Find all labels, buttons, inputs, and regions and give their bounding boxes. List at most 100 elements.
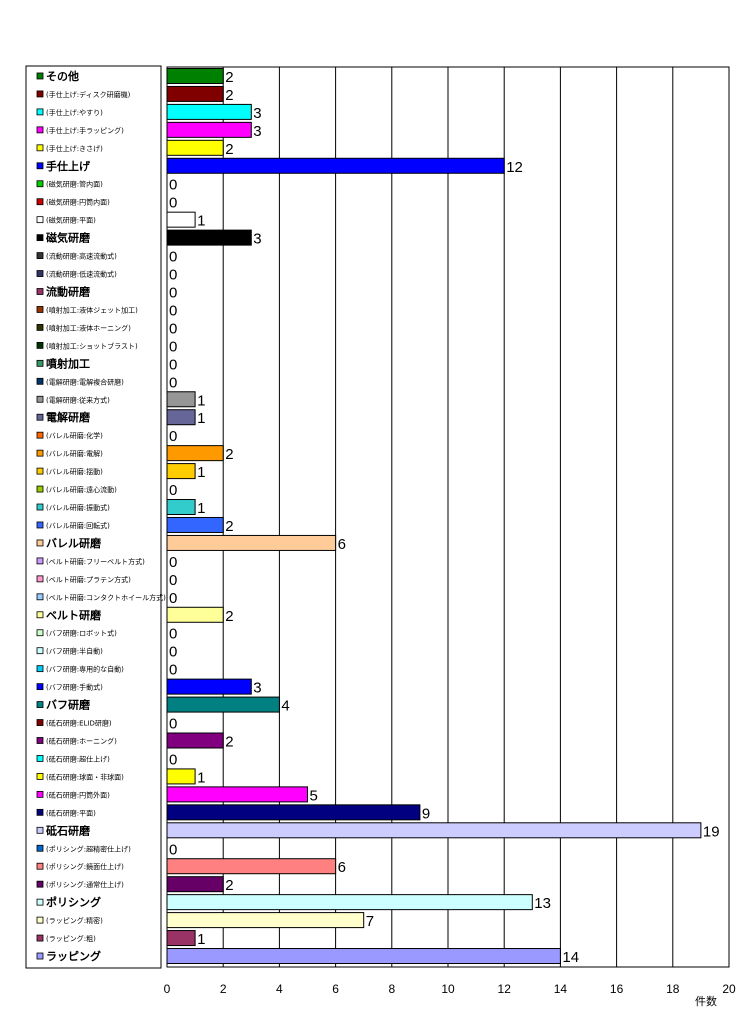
value-label: 3 bbox=[253, 680, 261, 697]
legend-swatch bbox=[36, 413, 44, 421]
legend-swatch bbox=[36, 180, 44, 188]
legend-label: (バフ研磨:ロボット式) bbox=[46, 629, 117, 638]
legend-swatch bbox=[36, 431, 44, 439]
legend-swatch bbox=[36, 773, 44, 780]
legend-swatch bbox=[36, 880, 44, 888]
bar bbox=[166, 534, 337, 551]
bar bbox=[166, 85, 224, 102]
bar bbox=[166, 912, 365, 929]
x-tick-label: 4 bbox=[276, 982, 283, 996]
legend-label: その他 bbox=[46, 69, 79, 83]
bar bbox=[166, 409, 196, 426]
legend-label: (手仕上げ:やすり) bbox=[46, 108, 103, 117]
value-label: 0 bbox=[169, 572, 177, 589]
legend-label: ラッピング bbox=[46, 949, 101, 963]
legend-swatch bbox=[36, 270, 44, 277]
legend-swatch bbox=[36, 629, 44, 637]
legend-swatch bbox=[36, 665, 44, 673]
legend-swatch bbox=[36, 808, 44, 816]
x-axis-label: 件数 bbox=[695, 995, 717, 1008]
legend-box bbox=[25, 65, 162, 969]
value-label: 2 bbox=[225, 877, 233, 894]
value-label: 0 bbox=[169, 644, 177, 661]
x-tick-label: 2 bbox=[220, 982, 227, 996]
x-tick-label: 12 bbox=[498, 982, 512, 996]
legend-swatch bbox=[36, 898, 44, 906]
legend-label: (砥石研磨:超仕上げ) bbox=[46, 754, 110, 763]
legend-swatch bbox=[36, 126, 44, 134]
value-label: 0 bbox=[169, 285, 177, 302]
legend-swatch bbox=[36, 288, 44, 295]
bar bbox=[166, 696, 280, 713]
legend-label: ベルト研磨 bbox=[46, 608, 102, 622]
x-tick-label: 0 bbox=[164, 982, 171, 996]
bar bbox=[166, 768, 196, 785]
legend-label: (電解研磨:電解複合研磨) bbox=[46, 377, 124, 386]
legend-swatch bbox=[36, 701, 44, 708]
legend-label: (噴射加工:液体ジェット加工) bbox=[46, 305, 138, 314]
value-label: 3 bbox=[253, 231, 261, 248]
value-label: 0 bbox=[169, 356, 177, 373]
legend-swatch bbox=[36, 683, 44, 691]
legend-swatch bbox=[36, 324, 44, 331]
legend-label: (バレル研磨:化学) bbox=[46, 431, 103, 440]
x-tick-label: 20 bbox=[722, 982, 736, 996]
legend-label: (手仕上げ:手ラッピング) bbox=[46, 126, 124, 135]
legend-label: 流動研磨 bbox=[46, 285, 91, 299]
legend-swatch bbox=[36, 198, 44, 206]
legend-label: (砥石研磨:平面) bbox=[46, 808, 96, 817]
legend-label: バフ研磨 bbox=[46, 698, 91, 712]
legend-label: (流動研磨:高速流動式) bbox=[46, 252, 117, 261]
legend-label: (電解研磨:従来方式) bbox=[46, 395, 110, 404]
legend-label: (ラッピング:精密) bbox=[46, 916, 103, 925]
legend-swatch bbox=[36, 647, 44, 655]
value-label: 1 bbox=[197, 213, 205, 230]
legend-label: (砥石研磨:球面・非球面) bbox=[46, 772, 124, 781]
legend-swatch bbox=[36, 575, 44, 583]
legend-swatch bbox=[36, 377, 44, 385]
bar bbox=[166, 732, 224, 749]
value-label: 1 bbox=[197, 464, 205, 481]
legend-swatch bbox=[36, 952, 44, 960]
value-label: 0 bbox=[169, 482, 177, 499]
legend-label: バレル研磨 bbox=[46, 536, 102, 550]
bar bbox=[166, 445, 224, 462]
legend-swatch bbox=[36, 108, 44, 116]
legend-label: 噴射加工 bbox=[46, 356, 90, 370]
value-label: 13 bbox=[534, 895, 551, 912]
legend-label: (ベルト研磨:コンタクトホイール方式) bbox=[46, 593, 166, 602]
legend-label: (手仕上げ:きさげ) bbox=[46, 144, 103, 153]
value-label: 0 bbox=[169, 751, 177, 768]
legend-label: 砥石研磨 bbox=[46, 823, 91, 837]
value-label: 14 bbox=[562, 949, 579, 966]
legend-label: 磁気研磨 bbox=[46, 231, 91, 245]
value-label: 2 bbox=[225, 87, 233, 104]
legend-swatch bbox=[36, 467, 44, 475]
x-tick-label: 10 bbox=[441, 982, 455, 996]
bar bbox=[166, 948, 561, 965]
bar bbox=[166, 499, 196, 516]
x-tick-label: 18 bbox=[666, 982, 680, 996]
legend-label: (バレル研磨:揺動) bbox=[46, 467, 103, 476]
value-label: 0 bbox=[169, 374, 177, 391]
legend-label: (バフ研磨:専用的な自動) bbox=[46, 665, 124, 674]
legend-swatch bbox=[36, 395, 44, 403]
value-label: 0 bbox=[169, 177, 177, 194]
value-label: 1 bbox=[197, 931, 205, 948]
value-labels: 2233212001300000000110210126000200034020… bbox=[169, 69, 720, 966]
value-label: 6 bbox=[338, 859, 346, 876]
legend-label: ポリシング bbox=[46, 895, 101, 909]
x-axis-ticks: 0 2 4 6 8 10 12 14 16 18 20 bbox=[164, 982, 736, 996]
legend-swatch bbox=[36, 216, 44, 224]
legend-swatch bbox=[36, 593, 44, 601]
legend-swatch bbox=[36, 234, 44, 242]
legend-swatch bbox=[36, 449, 44, 457]
value-label: 1 bbox=[197, 410, 205, 427]
legend-label: (ポリシング:超精密仕上げ) bbox=[46, 844, 131, 853]
bar bbox=[166, 67, 224, 84]
legend-label: 手仕上げ bbox=[46, 159, 91, 173]
legend-label: (ポリシング:通常仕上げ) bbox=[46, 880, 124, 889]
value-label: 0 bbox=[169, 249, 177, 266]
bar bbox=[166, 930, 196, 947]
legend-swatch bbox=[36, 862, 44, 870]
